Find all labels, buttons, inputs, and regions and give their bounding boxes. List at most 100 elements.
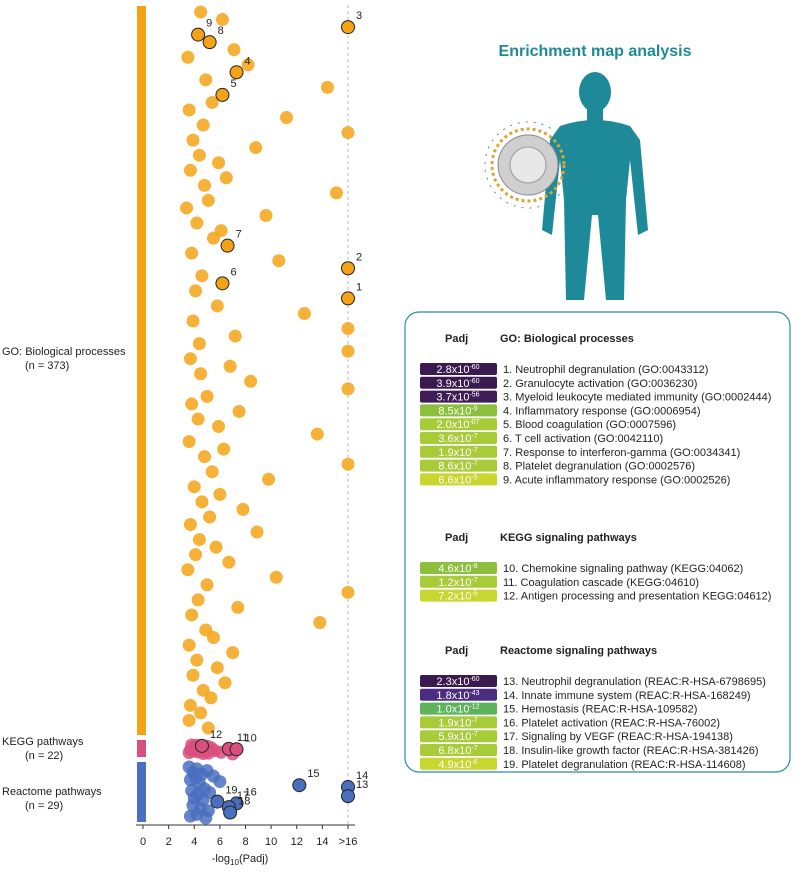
- padj-base: 1.9x10: [438, 717, 471, 729]
- point-label: 2: [356, 251, 362, 263]
- padj-label: 7.2x10-5: [438, 591, 477, 603]
- point: [191, 593, 205, 607]
- point: [272, 254, 286, 268]
- point: [250, 525, 264, 539]
- point: [183, 518, 197, 532]
- point: [185, 246, 199, 260]
- x-axis-label: -log10(Padj): [212, 853, 269, 867]
- point: [194, 5, 208, 19]
- x-tick-label: 12: [291, 836, 303, 848]
- highlighted-point: [341, 789, 355, 804]
- point: [201, 193, 215, 207]
- point: [199, 73, 213, 87]
- point: [213, 775, 227, 789]
- padj-badge: [420, 744, 497, 756]
- point: [219, 171, 233, 185]
- human-illustration: [542, 72, 648, 300]
- padj-exp: -7: [471, 731, 477, 738]
- x-axis-label-part: -log: [212, 853, 230, 865]
- padj-label: 8.5x10-9: [438, 405, 477, 417]
- point-label: 11: [237, 732, 248, 744]
- padj-badge: [420, 675, 497, 687]
- padj-badge: [420, 459, 497, 472]
- point-label: 14: [356, 770, 368, 782]
- padj-label: 3.7x10-56: [436, 392, 479, 404]
- point: [182, 638, 196, 652]
- point: [182, 435, 196, 449]
- highlighted-point: [292, 778, 307, 793]
- point: [280, 111, 293, 125]
- padj-base: 2.8x10: [436, 364, 469, 376]
- point: [241, 58, 255, 72]
- row-text: 6. T cell activation (GO:0042110): [503, 433, 663, 445]
- padj-base: 5.9x10: [438, 731, 471, 743]
- point: [206, 231, 220, 245]
- padj-label: 1.9x10-7: [438, 447, 477, 459]
- padj-badge: [420, 418, 497, 431]
- point: [228, 329, 242, 343]
- point: [185, 397, 199, 411]
- point-label: 12: [210, 729, 222, 741]
- padj-base: 4.6x10: [438, 563, 471, 575]
- padj-label: 1.9x10-7: [438, 717, 477, 729]
- padj-badge: [420, 575, 497, 588]
- padj-exp: -56: [469, 392, 479, 399]
- point: [189, 284, 203, 298]
- row-text: 11. Coagulation cascade (KEGG:04610): [503, 577, 699, 589]
- point: [236, 502, 250, 516]
- padj-base: 6.6x10: [438, 474, 471, 486]
- section-title: Reactome signaling pathways: [500, 645, 657, 657]
- point: [182, 103, 196, 117]
- padj-label: 4.6x10-8: [438, 563, 477, 575]
- padj-badge: [420, 702, 497, 715]
- padj-base: 1.8x10: [436, 690, 469, 702]
- padj-exp: -7: [471, 717, 477, 724]
- highlighted-point: [202, 35, 217, 50]
- padj-base: 2.0x10: [436, 419, 469, 431]
- x-tick-label: 6: [217, 836, 223, 848]
- point: [297, 306, 311, 320]
- row-text: 7. Response to interferon-gamma (GO:0034…: [503, 447, 740, 459]
- point: [200, 578, 214, 592]
- group-count: (n = 22): [25, 750, 63, 762]
- padj-label: 5.9x10-7: [438, 731, 477, 743]
- section-header: Padj: [445, 333, 468, 345]
- point: [217, 442, 231, 456]
- point: [196, 118, 210, 132]
- padj-badge: [420, 432, 497, 444]
- highlighted-point: [191, 27, 206, 42]
- padj-exp: -07: [469, 419, 479, 426]
- x-tick-label: 14: [316, 836, 328, 848]
- point: [231, 600, 245, 614]
- point-label: 18: [238, 796, 250, 808]
- highlighted-point: [215, 276, 230, 291]
- point: [201, 721, 215, 735]
- padj-badge: [420, 390, 497, 403]
- point-label: 9: [206, 18, 212, 30]
- padj-badge: [420, 376, 497, 389]
- point: [180, 201, 194, 215]
- point: [186, 668, 200, 682]
- padj-badge: [420, 757, 497, 770]
- point: [341, 126, 355, 140]
- padj-base: 2.3x10: [436, 676, 469, 688]
- point: [210, 661, 224, 675]
- padj-badge: [420, 562, 497, 574]
- point: [199, 811, 213, 825]
- point: [210, 299, 224, 313]
- x-tick-label: 4: [191, 836, 197, 848]
- highlighted-point: [210, 794, 225, 809]
- padj-exp: -7: [471, 461, 477, 468]
- virus-illustration: [484, 121, 572, 209]
- point: [183, 352, 197, 366]
- point: [182, 713, 196, 727]
- point: [185, 608, 199, 622]
- padj-exp: -60: [469, 676, 479, 683]
- padj-exp: -7: [471, 447, 477, 454]
- row-text: 10. Chemokine signaling pathway (KEGG:04…: [503, 563, 743, 575]
- padj-exp: -7: [471, 745, 477, 752]
- point: [203, 510, 217, 524]
- padj-base: 3.9x10: [436, 378, 469, 390]
- padj-base: 8.6x10: [438, 461, 471, 473]
